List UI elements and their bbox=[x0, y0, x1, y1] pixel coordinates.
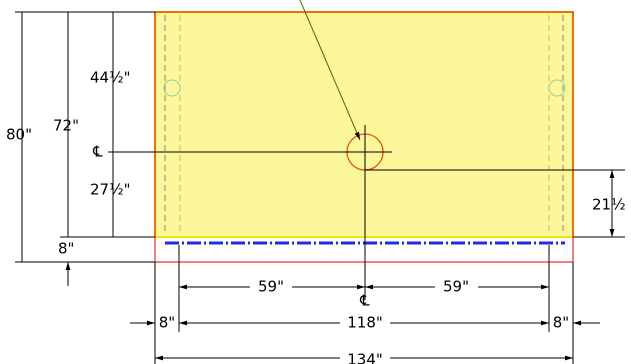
centerline-symbol: ℄ bbox=[92, 143, 103, 161]
dim-label: 44½" bbox=[90, 69, 131, 87]
dim-label: 59" bbox=[443, 278, 469, 296]
labels: 80" 72" 44½" 27½" 8" 21½ 59" 59" 118" 8"… bbox=[6, 69, 626, 364]
dim-label: 80" bbox=[6, 126, 32, 144]
panel bbox=[154, 11, 574, 238]
dim-label: 118" bbox=[347, 314, 383, 332]
hinge bbox=[548, 79, 566, 97]
dim-label: 8" bbox=[58, 240, 74, 258]
dim-label: 27½" bbox=[90, 181, 131, 199]
dim-label: 59" bbox=[258, 278, 284, 296]
outline bbox=[154, 11, 574, 263]
dim-label: 8" bbox=[159, 314, 175, 332]
hinge bbox=[163, 79, 181, 97]
leader bbox=[299, 0, 361, 141]
dim-label: 21½ bbox=[592, 196, 626, 214]
dimension-lines bbox=[15, 11, 625, 364]
dim-label: 72" bbox=[53, 117, 79, 135]
hidden-lines-2 bbox=[179, 15, 550, 235]
hidden-lines bbox=[164, 15, 564, 235]
dim-label: 8" bbox=[553, 314, 569, 332]
dim-label: 134" bbox=[347, 351, 383, 364]
centerline-symbol: ℄ bbox=[359, 292, 370, 310]
